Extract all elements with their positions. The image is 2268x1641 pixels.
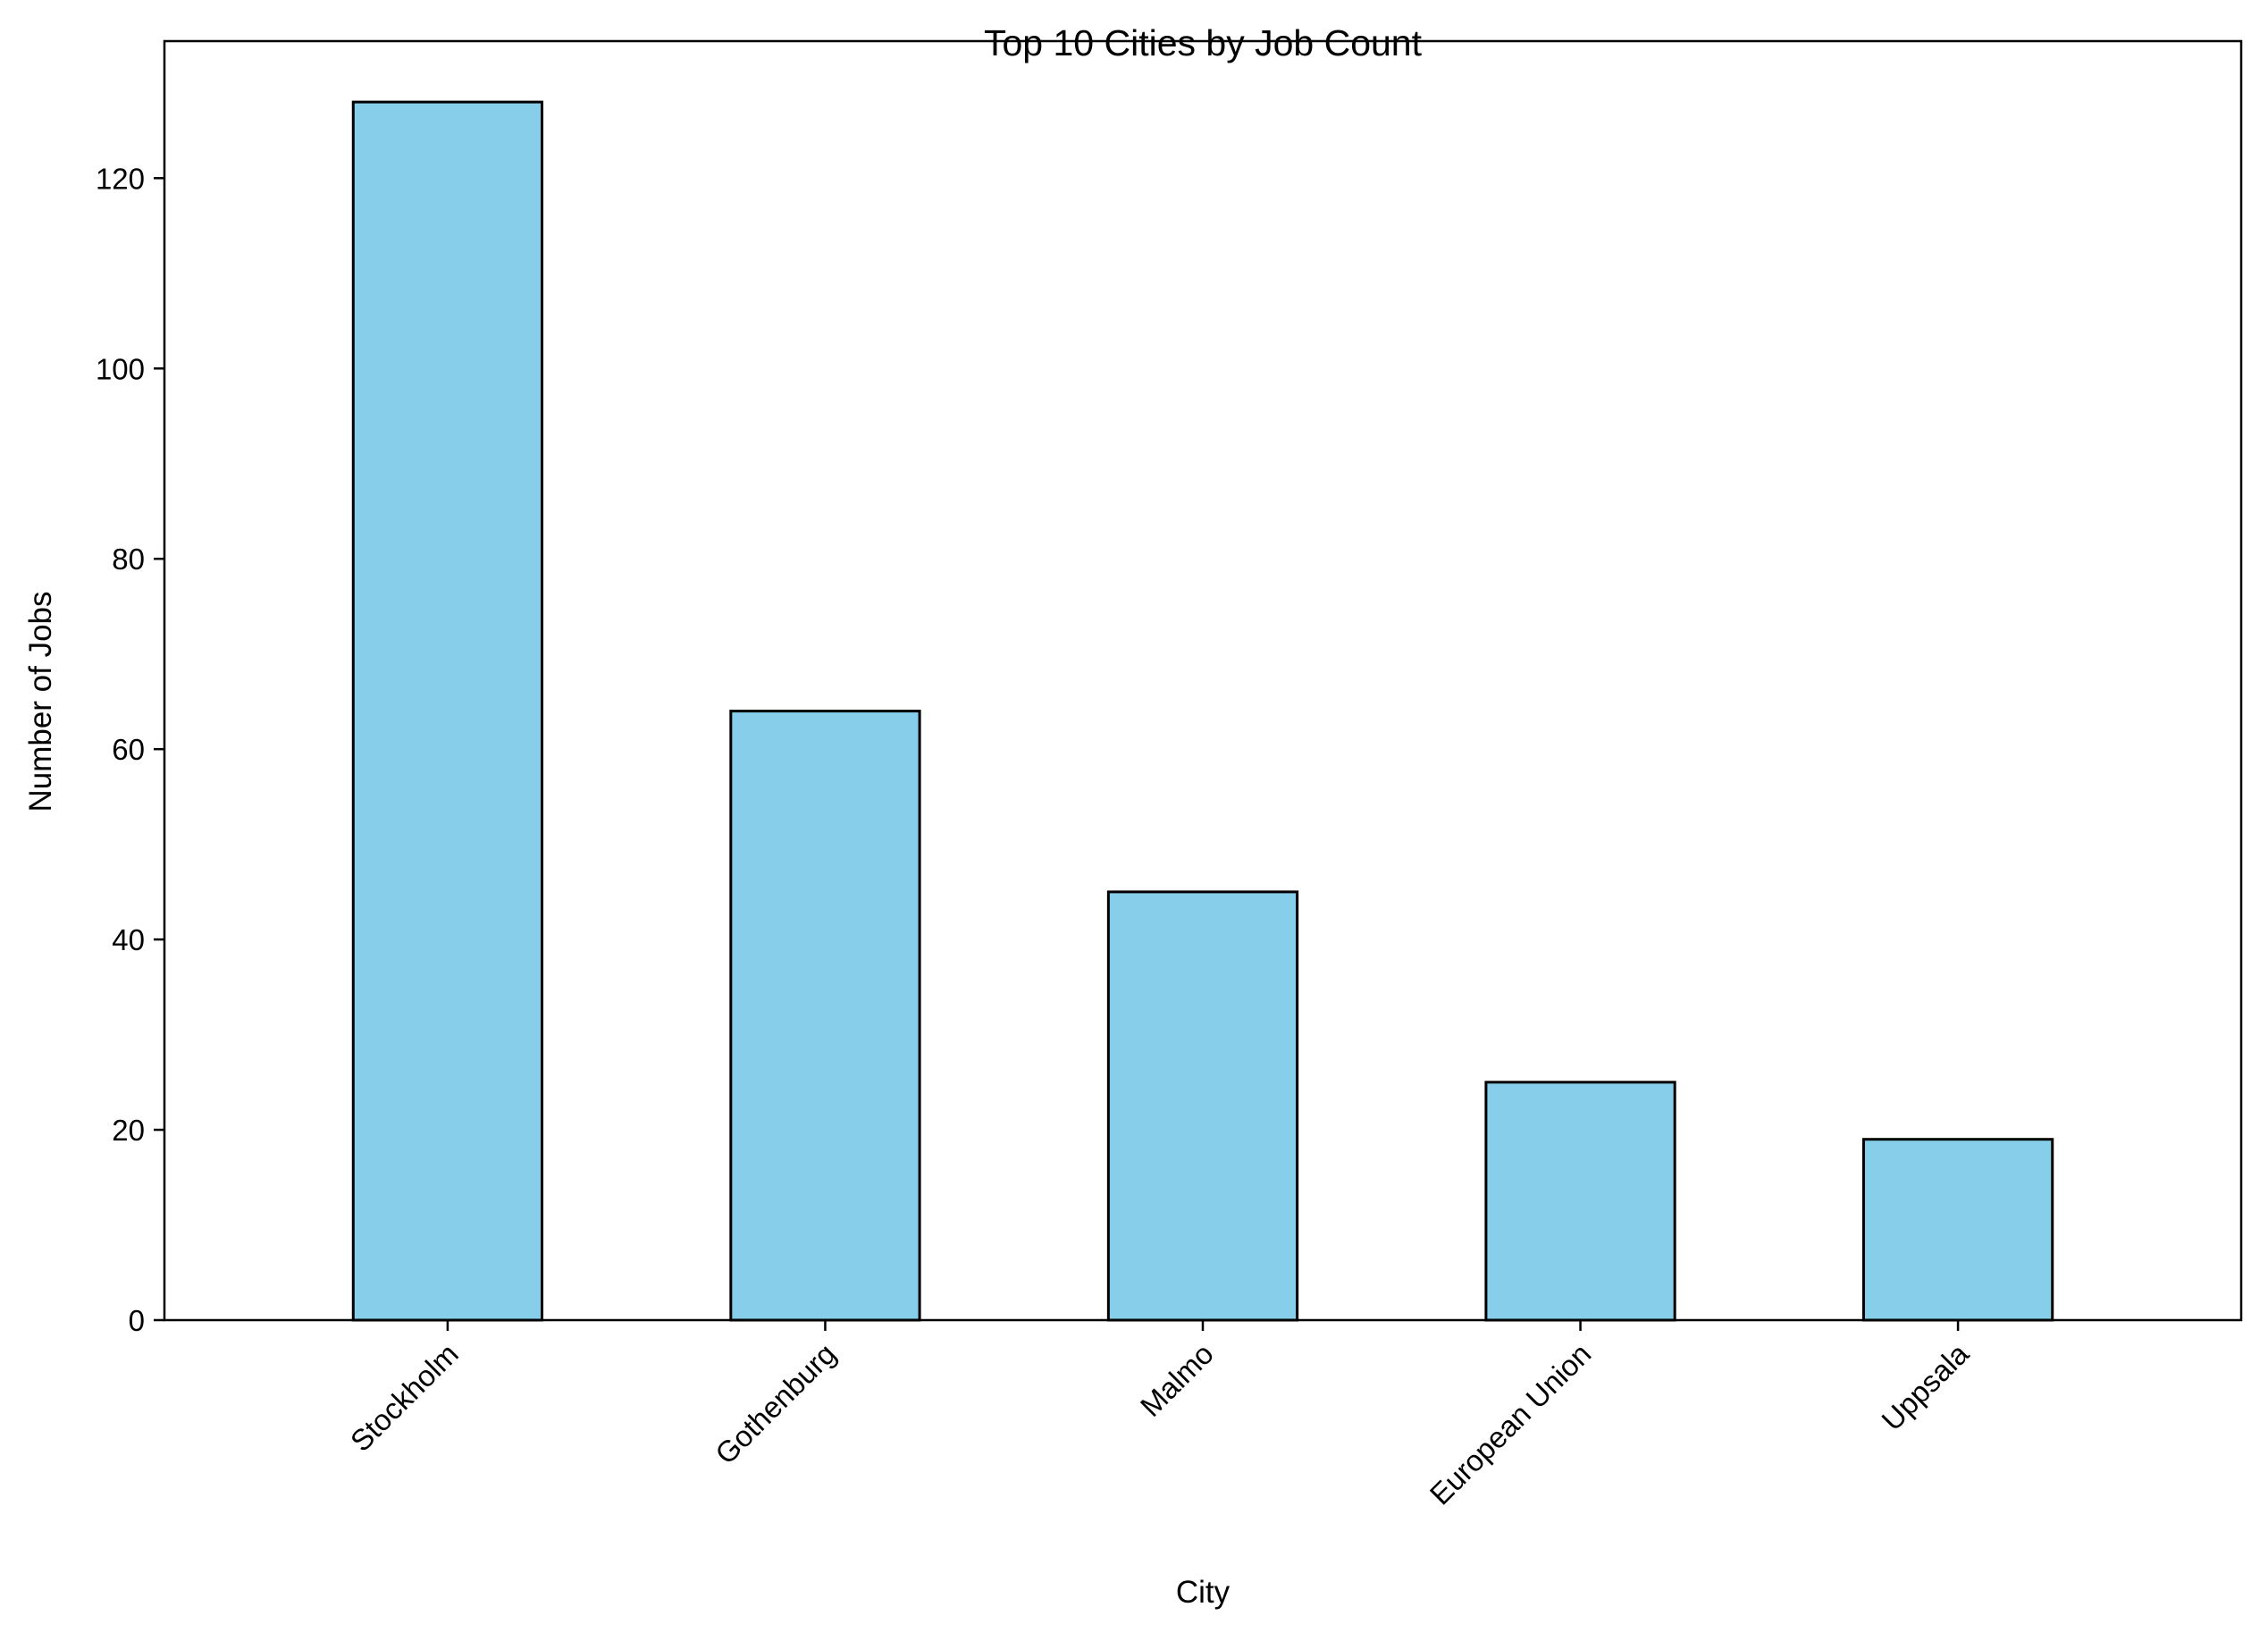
y-axis-ticks: 0 20 40 60 80 100 120 <box>96 162 164 1337</box>
y-tick-label: 60 <box>112 733 145 766</box>
y-tick-label: 100 <box>96 352 145 385</box>
axes-frame <box>163 39 2243 1322</box>
bar-malmo <box>1106 890 1299 1322</box>
y-tick-label: 80 <box>112 543 145 576</box>
y-tick-label: 120 <box>96 162 145 195</box>
y-axis-label: Number of Jobs <box>23 591 58 812</box>
bar-european-union <box>1484 1081 1676 1322</box>
bar-series <box>351 100 2054 1322</box>
bar-uppsala <box>1861 1138 2054 1322</box>
y-tick-label: 0 <box>129 1304 145 1337</box>
bar-stockholm <box>351 100 544 1322</box>
chart-title: Top 10 Cities by Job Count <box>984 22 1423 63</box>
y-tick-label: 40 <box>112 923 145 956</box>
x-axis-label: City <box>1176 1575 1231 1610</box>
bar-gothenburg <box>729 710 921 1322</box>
y-tick-label: 20 <box>112 1114 145 1147</box>
